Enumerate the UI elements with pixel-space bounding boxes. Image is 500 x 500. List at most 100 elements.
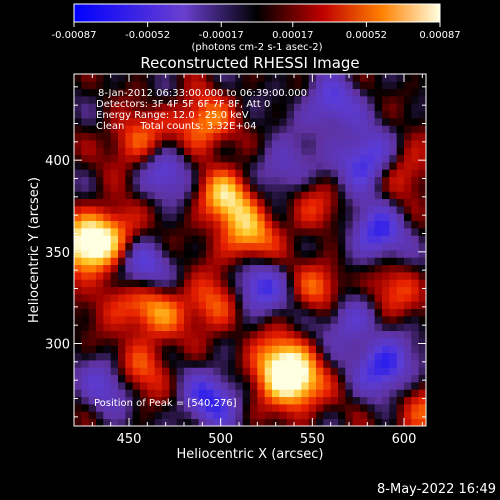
heatmap-cell xyxy=(191,235,200,244)
heatmap-cell xyxy=(140,396,148,405)
heatmap-cell xyxy=(352,81,361,90)
heatmap-cell xyxy=(176,103,185,112)
heatmap-cell xyxy=(103,418,112,427)
heatmap-cell xyxy=(103,330,112,339)
heatmap-cell xyxy=(374,235,383,244)
heatmap-cell xyxy=(154,374,163,383)
heatmap-cell xyxy=(125,345,134,354)
heatmap-cell xyxy=(323,264,332,273)
heatmap-cell xyxy=(374,110,383,119)
heatmap-cell xyxy=(352,294,361,302)
heatmap-cell xyxy=(323,118,332,126)
heatmap-cell xyxy=(125,382,134,390)
heatmap-cell xyxy=(198,103,207,112)
heatmap-cell xyxy=(345,382,354,390)
heatmap-cell xyxy=(96,125,104,134)
heatmap-cell xyxy=(147,411,156,420)
heatmap-cell xyxy=(206,294,214,302)
heatmap-cell xyxy=(389,176,398,185)
heatmap-cell xyxy=(147,352,156,361)
heatmap-cell xyxy=(110,162,119,170)
heatmap-cell xyxy=(228,140,236,148)
heatmap-cell xyxy=(191,132,200,141)
heatmap-cell xyxy=(154,242,163,251)
heatmap-cell xyxy=(264,191,273,200)
heatmap-cell xyxy=(74,88,82,97)
heatmap-cell xyxy=(220,162,229,170)
heatmap-cell xyxy=(213,220,222,229)
heatmap-cell xyxy=(96,345,104,354)
heatmap-cell xyxy=(74,198,82,207)
heatmap-cell xyxy=(118,338,126,346)
heatmap-cell xyxy=(250,294,258,302)
heatmap-cell xyxy=(367,191,376,200)
heatmap-cell xyxy=(206,411,214,420)
heatmap-cell xyxy=(176,389,185,398)
heatmap-cell xyxy=(382,191,390,200)
heatmap-cell xyxy=(294,118,302,126)
heatmap-cell xyxy=(411,81,420,90)
heatmap-cell xyxy=(81,308,90,317)
heatmap-cell xyxy=(272,367,280,376)
heatmap-cell xyxy=(206,345,214,354)
heatmap-cell xyxy=(279,316,288,324)
heatmap-cell xyxy=(184,191,192,200)
heatmap-cell xyxy=(345,294,354,302)
heatmap-cell xyxy=(279,308,288,317)
heatmap-cell xyxy=(286,132,295,141)
heatmap-cell xyxy=(374,220,383,229)
heatmap-cell xyxy=(382,154,390,163)
heatmap-cell xyxy=(81,191,90,200)
heatmap-cell xyxy=(132,96,141,104)
heatmap-cell xyxy=(345,279,354,288)
heatmap-cell xyxy=(338,213,346,222)
heatmap-cell xyxy=(176,418,185,427)
heatmap-cell xyxy=(154,96,163,104)
heatmap-cell xyxy=(118,308,126,317)
heatmap-cell xyxy=(294,404,302,412)
heatmap-cell xyxy=(198,272,207,280)
heatmap-cell xyxy=(418,294,427,302)
heatmap-cell xyxy=(235,140,244,148)
heatmap-cell xyxy=(360,396,368,405)
heatmap-cell xyxy=(184,418,192,427)
heatmap-cell xyxy=(330,286,339,295)
heatmap-cell xyxy=(360,301,368,310)
heatmap-cell xyxy=(74,323,82,332)
heatmap-cell xyxy=(81,81,90,90)
heatmap-cell xyxy=(250,279,258,288)
heatmap-cell xyxy=(162,213,170,222)
heatmap-cell xyxy=(352,411,361,420)
heatmap-cell xyxy=(191,191,200,200)
heatmap-cell xyxy=(338,184,346,192)
heatmap-cell xyxy=(147,345,156,354)
heatmap-cell xyxy=(279,125,288,134)
heatmap-cell xyxy=(411,242,420,251)
heatmap-cell xyxy=(316,162,324,170)
heatmap-cell xyxy=(345,198,354,207)
heatmap-cell xyxy=(213,301,222,310)
heatmap-cell xyxy=(198,345,207,354)
heatmap-cell xyxy=(184,404,192,412)
heatmap-cell xyxy=(294,308,302,317)
heatmap-cell xyxy=(132,345,141,354)
heatmap-cell xyxy=(257,323,266,332)
heatmap-cell xyxy=(198,316,207,324)
heatmap-cell xyxy=(345,132,354,141)
heatmap-cell xyxy=(88,235,97,244)
heatmap-cell xyxy=(235,228,244,236)
heatmap-cell xyxy=(374,74,383,82)
heatmap-cell xyxy=(301,279,310,288)
heatmap-cell xyxy=(125,184,134,192)
heatmap-cell xyxy=(279,103,288,112)
heatmap-cell xyxy=(389,235,398,244)
heatmap-cell xyxy=(389,389,398,398)
heatmap-cell xyxy=(103,125,112,134)
heatmap-cell xyxy=(206,81,214,90)
heatmap-cell xyxy=(213,184,222,192)
heatmap-cell xyxy=(418,228,427,236)
heatmap-cell xyxy=(257,396,266,405)
heatmap-cell xyxy=(103,404,112,412)
heatmap-cell xyxy=(198,118,207,126)
heatmap-cell xyxy=(264,169,273,178)
